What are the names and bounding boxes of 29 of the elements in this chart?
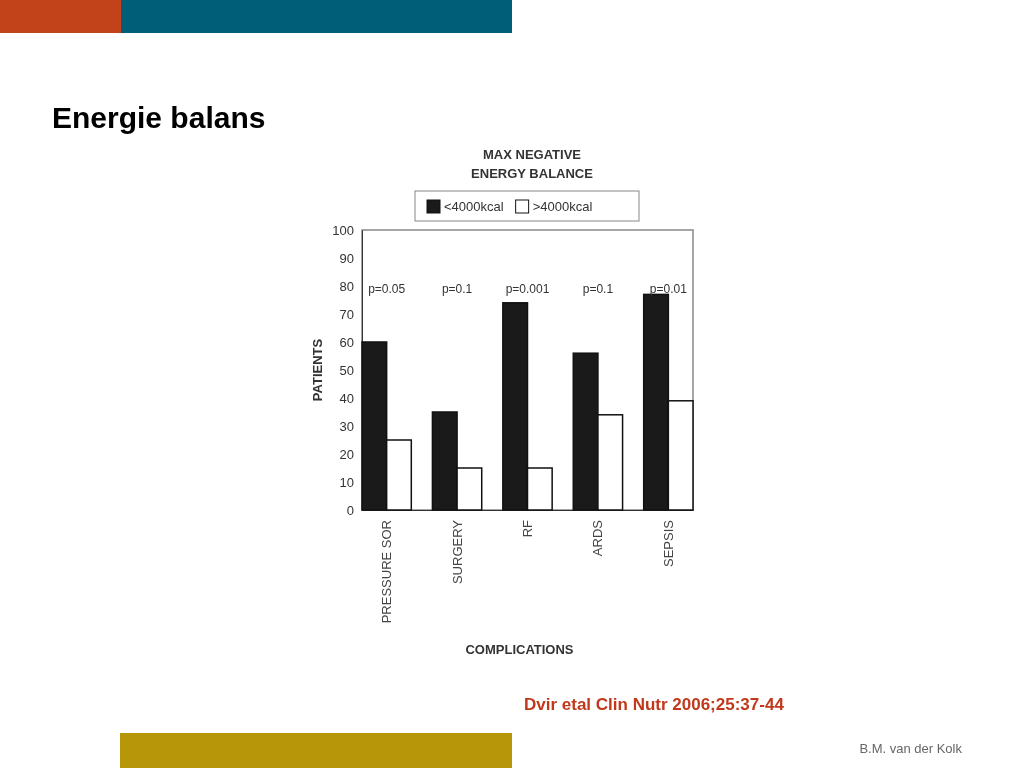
annotation: p=0.01 — [649, 282, 688, 296]
text: Dvir etal Clin Nutr 2006;25:37-44 — [524, 695, 785, 714]
chart-subtitle: MAX NEGATIVE ENERGY BALANCE — [471, 147, 594, 181]
annotation: p=0.1 — [582, 282, 614, 296]
y-tick-label: 70 — [339, 306, 354, 322]
annotation: p=0.05 — [368, 282, 406, 296]
chart-title: Energie balans — [52, 101, 266, 134]
x-tick-label: SURGERY — [449, 519, 465, 585]
y-tick-label: 40 — [339, 390, 354, 406]
y-tick-label: 10 — [339, 474, 354, 490]
y-tick-label: 100 — [332, 222, 354, 238]
x-tick-label: SEPSIS — [660, 519, 676, 567]
x-axis-title: COMPLICATIONS — [465, 642, 574, 657]
legend-label: <4000kcal — [444, 199, 504, 214]
y-tick-label: 30 — [339, 418, 354, 434]
y-tick-label: 50 — [339, 362, 354, 378]
annotation: p=0.1 — [441, 282, 473, 296]
y-tick-label: 0 — [346, 502, 354, 518]
legend-label: >4000kcal — [532, 199, 593, 214]
x-tick-label: ARDS — [590, 519, 606, 557]
text: B.M. van der Kolk — [859, 741, 963, 756]
y-tick-label: 60 — [339, 334, 354, 350]
y-tick-label: 90 — [339, 250, 354, 266]
y-tick-label: 80 — [339, 278, 354, 294]
annotation: p=0.001 — [505, 282, 550, 296]
x-tick-label: RF — [520, 519, 536, 538]
y-axis-title: PATIENTS — [310, 338, 325, 402]
y-tick-label: 20 — [339, 446, 354, 462]
x-tick-label: PRESSURE SOR — [379, 520, 395, 624]
